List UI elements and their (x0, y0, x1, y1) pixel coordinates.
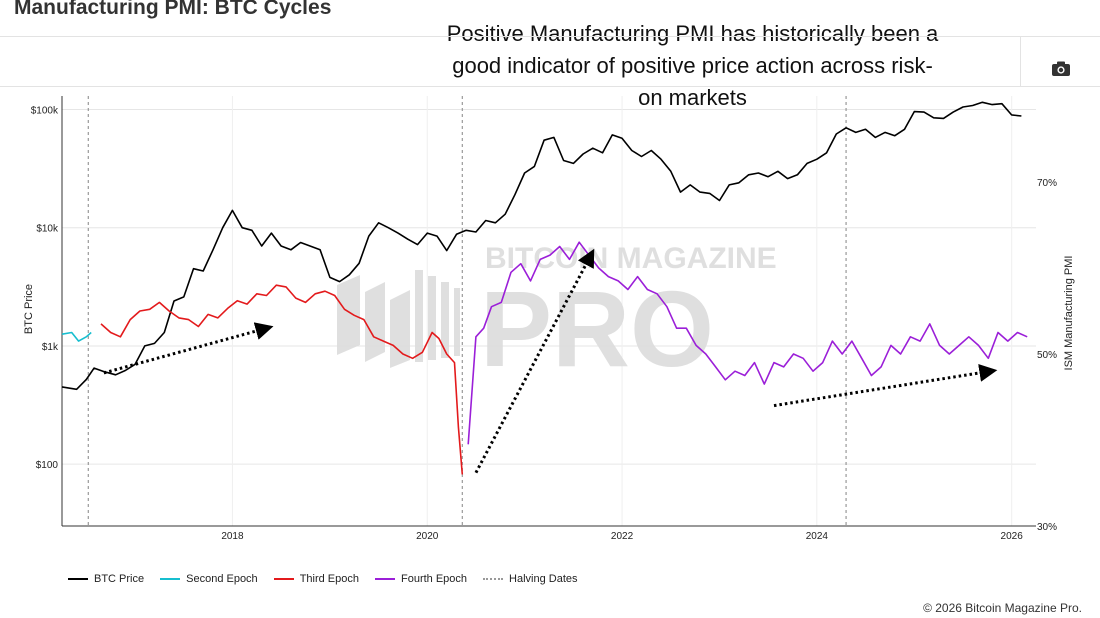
chart-series (61, 101, 1028, 475)
watermark-logo-icon (337, 270, 460, 368)
y-left-tick-label: $10k (36, 224, 59, 235)
legend-label: Second Epoch (186, 573, 258, 585)
legend-item[interactable]: Second Epoch (160, 573, 258, 585)
header-divider (0, 86, 1100, 87)
series-third-epoch (100, 284, 464, 475)
legend-label: Third Epoch (299, 573, 359, 585)
series-fourth-epoch (467, 241, 1028, 445)
header-vertical-divider (1020, 36, 1021, 86)
legend-item[interactable]: BTC Price (68, 573, 144, 585)
annotation-text: Positive Manufacturing PMI has historica… (446, 21, 939, 110)
legend-swatch (160, 578, 181, 580)
y-left-axis-title: BTC Price (23, 284, 35, 334)
copyright: © 2026 Bitcoin Magazine Pro. (923, 601, 1082, 615)
legend-label: Fourth Epoch (401, 573, 468, 585)
legend-item[interactable]: Halving Dates (483, 573, 578, 585)
x-tick-label: 2022 (611, 531, 634, 542)
watermark-line2: PRO (480, 268, 714, 389)
header-divider (0, 36, 1100, 37)
y-right-tick-label: 70% (1037, 178, 1057, 189)
trend-arrows (103, 248, 998, 474)
legend-swatch (375, 578, 395, 580)
trend-arrow (773, 364, 998, 408)
y-left-tick-label: $100k (31, 105, 59, 116)
legend-label: Halving Dates (509, 573, 578, 585)
x-tick-label: 2024 (806, 531, 829, 542)
watermark: BITCOIN MAGAZINE PRO (337, 242, 777, 389)
series-btc-price (61, 101, 1022, 391)
chart-grid (62, 96, 1036, 526)
legend-label: BTC Price (94, 573, 145, 585)
watermark-line1: BITCOIN MAGAZINE (485, 242, 777, 275)
legend-swatch (483, 578, 504, 580)
trend-arrow (103, 322, 274, 375)
legend-swatch (68, 578, 88, 580)
x-tick-label: 2020 (416, 531, 439, 542)
y-right-tick-label: 50% (1037, 350, 1057, 361)
y-left-tick-label: $1k (42, 342, 59, 353)
legend-swatch (273, 578, 294, 580)
y-right-tick-label: 30% (1037, 522, 1057, 533)
axis-labels: $100 $1k $10k $100k 2018 2020 2022 2024 2026 30% 5… (23, 105, 1075, 542)
halving-lines (87, 96, 847, 526)
chart-axes (61, 96, 1036, 527)
x-tick-label: 2018 (221, 531, 244, 542)
series-second-epoch (61, 331, 92, 342)
legend-item[interactable]: Third Epoch (273, 573, 359, 585)
x-tick-label: 2026 (1001, 531, 1024, 542)
chart-legend: BTC Price Second Epoch Third Epoch Fourth E… (68, 573, 578, 585)
y-right-axis-title: ISM Manufacturing PMI (1063, 256, 1075, 371)
y-left-tick-label: $100 (36, 460, 59, 471)
page-title: Manufacturing PMI: BTC Cycles (14, 0, 332, 19)
legend-item[interactable]: Fourth Epoch (375, 573, 467, 585)
trend-arrow (474, 248, 595, 474)
camera-icon[interactable] (1050, 60, 1072, 78)
